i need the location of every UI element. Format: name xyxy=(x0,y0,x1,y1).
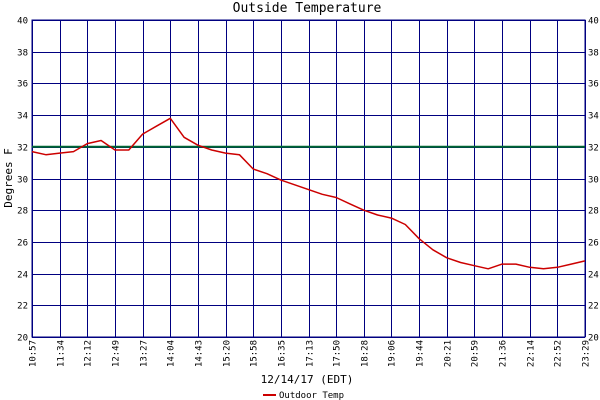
y-tick-label-right: 32 xyxy=(588,144,599,154)
y-tick-label-right: 38 xyxy=(588,49,599,59)
x-tick-label: 18:28 xyxy=(361,340,371,367)
y-tick-label-right: 24 xyxy=(588,271,599,281)
x-tick-label: 13:27 xyxy=(140,340,150,367)
y-tick-label-left: 36 xyxy=(17,80,28,90)
y-tick-label-left: 30 xyxy=(17,176,28,186)
y-tick-label-right: 36 xyxy=(588,80,599,90)
series-line-outdoor-temp xyxy=(31,117,586,270)
x-tick-label: 20:59 xyxy=(471,340,481,367)
x-tick-label: 20:21 xyxy=(444,340,454,367)
x-tick-label: 15:20 xyxy=(223,340,233,367)
x-tick-label: 11:34 xyxy=(57,340,67,367)
chart-title: Outside Temperature xyxy=(233,1,382,16)
y-tick-label-left: 28 xyxy=(17,207,28,217)
y-tick-label-right: 34 xyxy=(588,112,599,122)
y-tick-label-left: 40 xyxy=(17,17,28,27)
x-tick-label: 19:06 xyxy=(388,340,398,367)
y-tick-label-right: 30 xyxy=(588,176,599,186)
x-tick-label: 17:13 xyxy=(306,340,316,367)
x-axis-label: 12/14/17 (EDT) xyxy=(261,373,354,386)
y-tick-label-right: 26 xyxy=(588,239,599,249)
y-tick-label-right: 40 xyxy=(588,17,599,27)
x-tick-label: 22:52 xyxy=(554,340,564,367)
x-tick-label: 17:50 xyxy=(333,340,343,367)
x-tick-label: 16:35 xyxy=(278,340,288,367)
y-tick-label-left: 26 xyxy=(17,239,28,249)
series-layer xyxy=(31,117,586,270)
x-tick-label: 12:12 xyxy=(84,340,94,367)
x-tick-label: 23:29 xyxy=(582,340,592,367)
y-tick-label-left: 20 xyxy=(17,334,28,344)
y-tick-label-right: 22 xyxy=(588,302,599,312)
x-tick-label: 10:57 xyxy=(29,340,39,367)
axis-layer: 20 20 22 22 24 24 26 26 28 28 30 30 32 32 34 34 36 36 38 38… xyxy=(17,17,599,368)
x-tick-label: 12:49 xyxy=(112,340,122,367)
x-tick-label: 14:04 xyxy=(167,340,177,367)
x-tick-label: 21:36 xyxy=(499,340,509,367)
y-tick-label-right: 28 xyxy=(588,207,599,217)
legend-label-outdoor-temp: Outdoor Temp xyxy=(279,391,344,400)
y-tick-label-left: 22 xyxy=(17,302,28,312)
legend: Outdoor Temp xyxy=(263,391,344,400)
x-tick-label: 14:43 xyxy=(195,340,205,367)
x-tick-label: 22:14 xyxy=(527,340,537,367)
y-tick-label-right: 20 xyxy=(588,334,599,344)
x-tick-label: 19:44 xyxy=(416,340,426,367)
x-tick-label: 15:58 xyxy=(250,340,260,367)
y-tick-label-left: 32 xyxy=(17,144,28,154)
y-axis-label: Degrees F xyxy=(2,148,15,208)
y-tick-label-left: 24 xyxy=(17,271,28,281)
y-tick-label-left: 34 xyxy=(17,112,28,122)
y-tick-label-left: 38 xyxy=(17,49,28,59)
grid-layer xyxy=(31,19,586,338)
